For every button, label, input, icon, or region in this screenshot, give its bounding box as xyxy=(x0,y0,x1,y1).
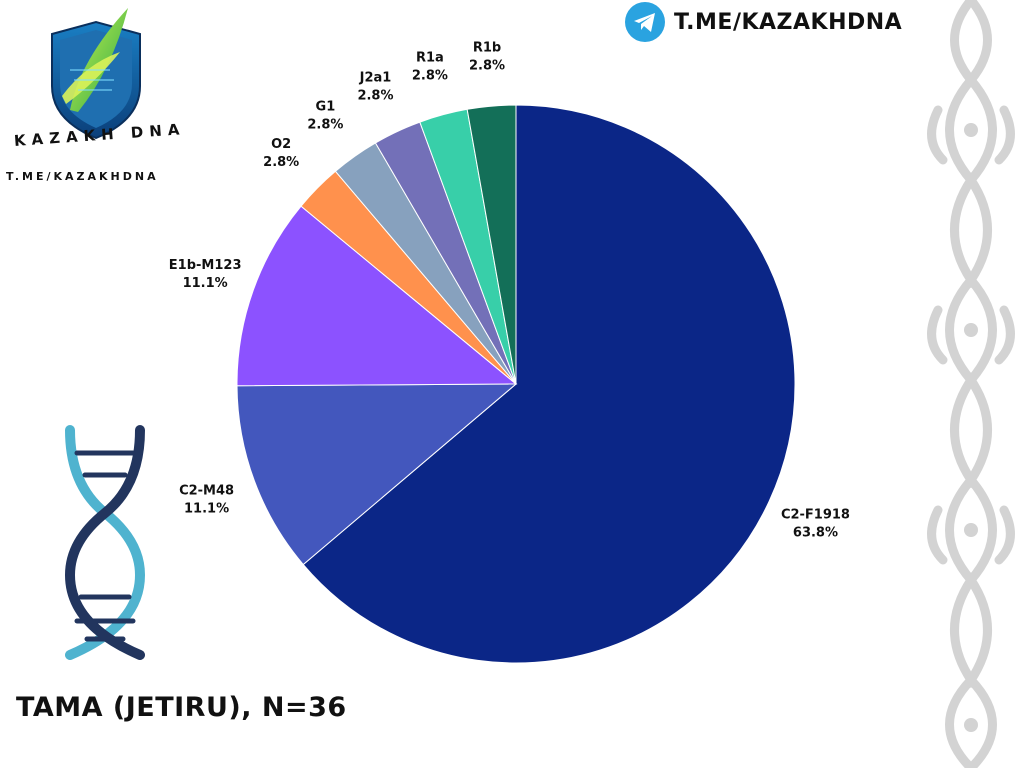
slice-label: J2a1 xyxy=(359,70,392,85)
telegram-link[interactable]: T.ME/KAZAKHDNA xyxy=(624,0,902,44)
slice-label: C2-F1918 xyxy=(781,508,850,523)
telegram-icon xyxy=(625,2,665,42)
slice-label: O2 xyxy=(271,137,291,152)
slice-value-label: 2.8% xyxy=(357,88,393,103)
slice-value-label: 63.8% xyxy=(793,526,838,541)
pie-chart: C2-F1918 63.8% C2-M48 11.1% E1b-M123 11.1% O2 2… xyxy=(169,40,850,664)
dna-helix-icon xyxy=(64,425,146,660)
pie-slice-e1b-m123 xyxy=(236,205,518,387)
kazakh-dna-logo: KAZAKH DNA xyxy=(13,8,186,150)
logo-link-text: T.ME/KAZAKHDNA xyxy=(6,170,159,183)
slice-value-label: 2.8% xyxy=(469,58,505,73)
kazakh-ornament-border xyxy=(927,0,1015,768)
slice-label: E1b-M123 xyxy=(169,258,242,273)
slice-value-label: 2.8% xyxy=(263,155,299,170)
telegram-link-text: T.ME/KAZAKHDNA xyxy=(674,9,903,35)
slice-value-label: 2.8% xyxy=(412,68,448,83)
slice-value-label: 2.8% xyxy=(307,118,343,133)
pie-slice-c2-m48 xyxy=(236,383,518,566)
slice-label: G1 xyxy=(316,100,336,115)
slice-label: R1b xyxy=(473,40,501,55)
slice-label: C2-M48 xyxy=(179,484,234,499)
chart-title: TAMA (JETIRU), N=36 xyxy=(16,692,347,723)
slice-value-label: 11.1% xyxy=(184,502,229,517)
slice-label: R1a xyxy=(416,50,444,65)
slice-value-label: 11.1% xyxy=(183,276,228,291)
pie-slice-r1b xyxy=(466,104,517,385)
pie-slice-c2-f1918 xyxy=(302,104,796,664)
